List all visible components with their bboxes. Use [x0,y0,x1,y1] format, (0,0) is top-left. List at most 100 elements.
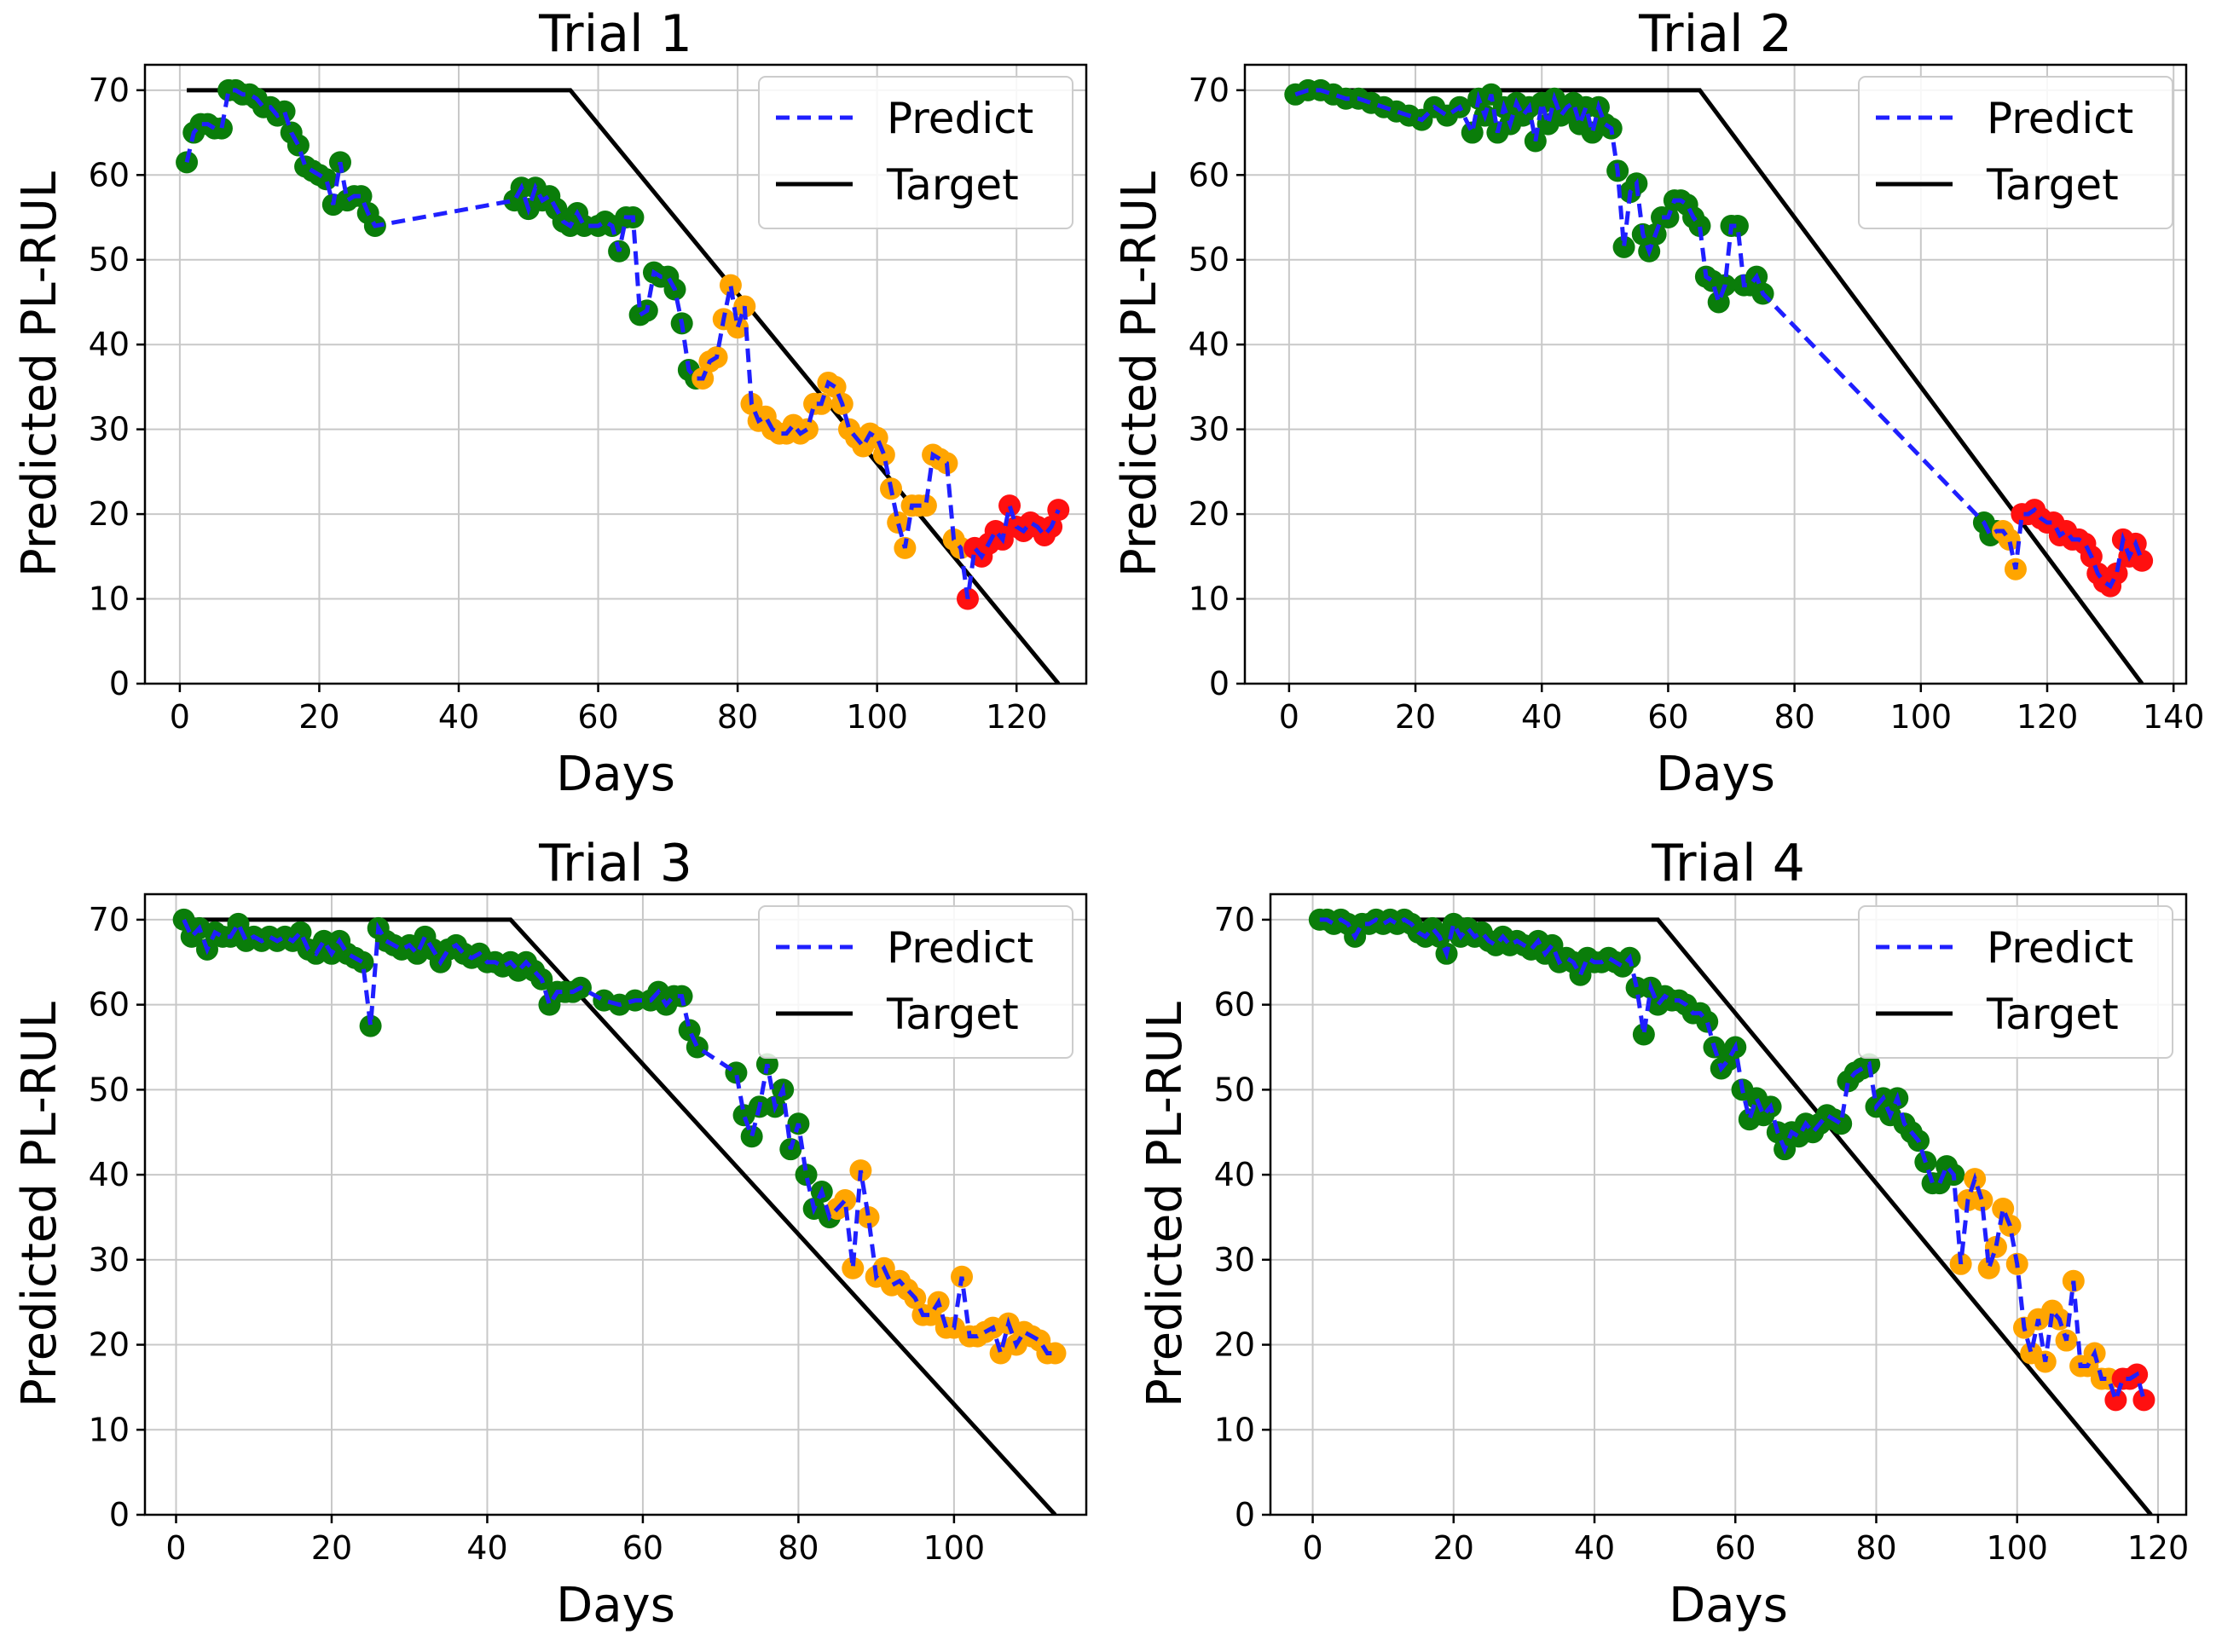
legend-predict-label: Predict [887,923,1033,973]
legend-predict-label: Predict [1987,94,2133,143]
plot-area [1308,908,2155,1515]
data-point [1977,1256,2000,1279]
chart-title: Trial 3 [538,834,692,893]
legend-box [1858,905,2173,1059]
y-tick-label: 30 [89,1241,130,1279]
legend-target-label: Target [1986,990,2119,1039]
y-axis-label: Predicted PL-RUL [1112,171,1167,577]
legend-predict-label: Predict [1987,923,2133,973]
data-point [2104,1389,2127,1412]
x-tick-label: 100 [1986,1529,2048,1567]
y-tick-label: 60 [89,986,130,1024]
axes-frame [1269,892,2188,1516]
x-tick-label: 0 [1302,1529,1322,1567]
plot-area [176,78,1070,684]
y-tick-label: 20 [1214,1326,1255,1364]
data-point [2131,549,2154,572]
x-tick-label: 100 [1890,698,1953,736]
y-tick-label: 40 [1189,326,1230,363]
legend: Predict Target [758,905,1073,1059]
x-tick-label: 20 [311,1529,352,1567]
axes-frame [1243,63,2188,685]
x-tick-label: 20 [1433,1529,1474,1567]
y-axis-label: Predicted PL-RUL [12,171,67,577]
y-tick-label: 30 [1214,1241,1255,1279]
chart-panel-1: 0 20 40 60 80 100 120 0 10 20 30 40 50 60 70 Trial 1 Day… [12,4,1088,802]
predict-line [1319,916,2146,1407]
x-tick-label: 80 [717,698,758,736]
y-axis-label: Predicted PL-RUL [1137,1002,1193,1407]
data-point [914,494,937,517]
data-point [857,1205,880,1228]
data-point [726,316,749,339]
x-tick-label: 80 [778,1529,819,1567]
x-tick-label: 60 [1715,1529,1756,1567]
x-tick-label: 40 [438,698,479,736]
predict-line [1294,88,2144,590]
y-tick-label: 50 [89,1071,130,1108]
data-point [795,1164,818,1187]
legend-target-label: Target [1986,160,2119,210]
predict-line [184,88,1061,599]
data-point [210,117,233,140]
x-tick-label: 100 [846,698,908,736]
y-tick-label: 50 [1189,241,1230,279]
x-axis-label: Days [556,747,675,802]
x-tick-label: 20 [298,698,339,736]
x-tick-label: 40 [1521,698,1562,736]
y-tick-label: 10 [89,1411,130,1448]
y-tick-label: 0 [1209,665,1230,702]
legend: Predict Target [1858,905,2173,1059]
x-axis-label: Days [556,1578,675,1633]
data-point [351,950,374,973]
axes-frame [143,892,1088,1516]
chart-title: Trial 2 [1638,4,1792,64]
x-tick-label: 40 [1574,1529,1615,1567]
legend-box [1858,76,2173,229]
x-axis-label: Days [1656,747,1775,802]
y-tick-label: 10 [1214,1411,1255,1448]
data-point [359,1014,382,1037]
y-tick-label: 50 [89,241,130,279]
y-tick-label: 50 [1214,1071,1255,1108]
data-point [719,274,742,297]
data-point [842,1256,865,1279]
y-tick-label: 70 [89,901,130,939]
data-point [686,1036,709,1059]
y-tick-label: 20 [89,495,130,533]
x-tick-label: 140 [2143,698,2205,736]
y-axis-label: Predicted PL-RUL [12,1002,67,1407]
data-point [998,494,1021,517]
data-point [1461,121,1484,144]
legend-box [758,905,1073,1059]
y-tick-label: 60 [1189,156,1230,194]
data-point [740,1125,763,1148]
x-tick-label: 0 [170,698,190,736]
legend: Predict Target [1858,76,2173,229]
y-tick-label: 60 [1214,986,1255,1024]
data-point [1984,1235,2007,1258]
target-line [1295,88,2144,684]
y-tick-label: 10 [89,581,130,618]
y-tick-label: 20 [1189,495,1230,533]
data-point [1632,1023,1655,1046]
y-tick-label: 20 [89,1326,130,1364]
x-tick-label: 0 [165,1529,186,1567]
data-point [350,185,373,208]
axes-frame [143,63,1088,685]
y-tick-label: 0 [1235,1496,1255,1534]
x-tick-label: 60 [577,698,618,736]
predict-line [182,918,1056,1361]
y-tick-label: 60 [89,156,130,194]
data-point [1569,963,1592,986]
x-tick-label: 60 [1647,698,1688,736]
target-line [183,917,1057,1515]
legend-box [758,76,1073,229]
x-tick-label: 120 [2127,1529,2190,1567]
y-tick-label: 70 [1214,901,1255,939]
data-point [2132,1389,2155,1412]
x-tick-label: 80 [1774,698,1814,736]
